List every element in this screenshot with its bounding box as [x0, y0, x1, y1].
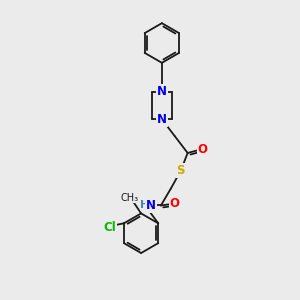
Text: N: N — [157, 113, 167, 126]
Text: Cl: Cl — [104, 221, 116, 234]
Text: O: O — [170, 197, 180, 210]
Text: O: O — [197, 142, 208, 155]
Text: N: N — [146, 199, 156, 212]
Text: S: S — [176, 164, 185, 177]
Text: CH₃: CH₃ — [120, 193, 138, 202]
Text: H: H — [140, 200, 150, 211]
Text: N: N — [157, 85, 167, 98]
